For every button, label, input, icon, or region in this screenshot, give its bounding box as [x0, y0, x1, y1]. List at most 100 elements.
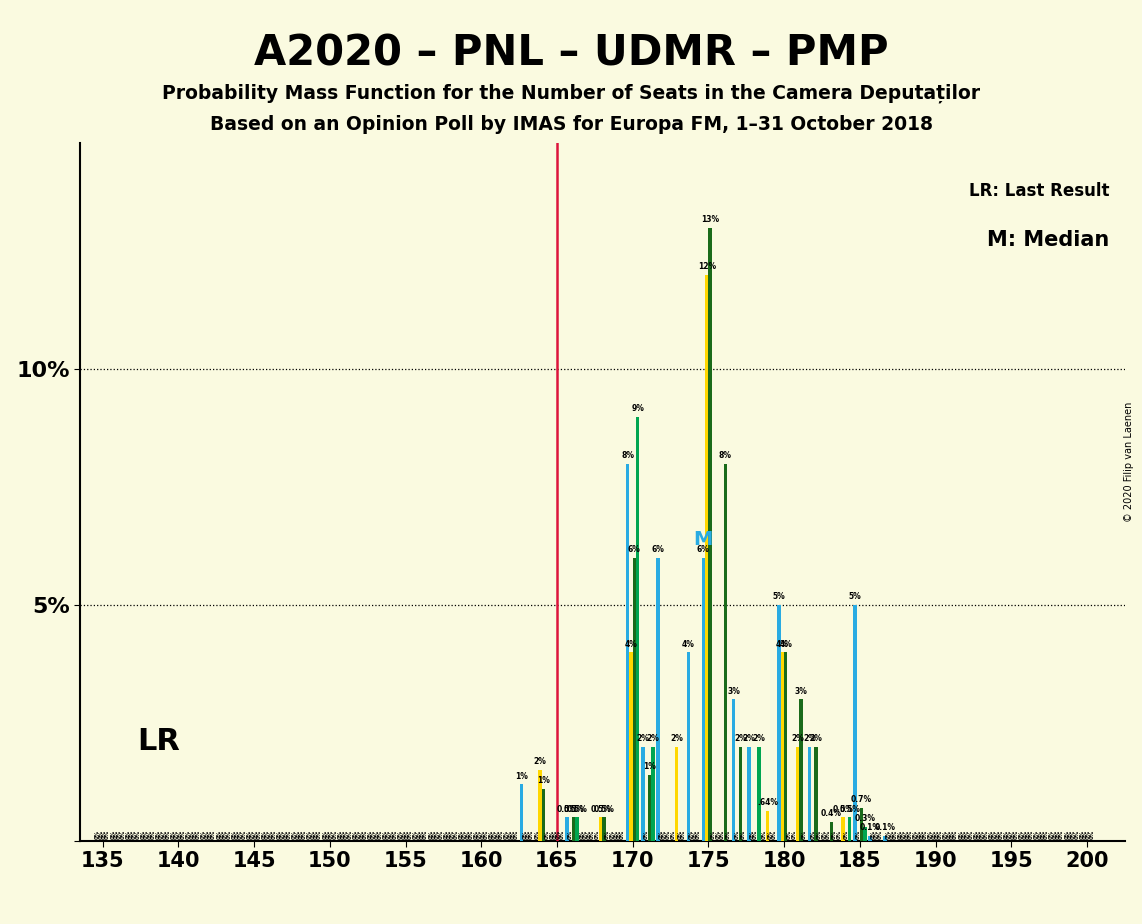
Text: 0%: 0% — [947, 830, 951, 839]
Text: 0%: 0% — [450, 830, 456, 839]
Text: 0%: 0% — [314, 830, 319, 839]
Text: 0%: 0% — [216, 830, 222, 839]
Text: 0%: 0% — [413, 830, 418, 839]
Text: 5%: 5% — [849, 592, 861, 602]
Text: 0%: 0% — [180, 830, 186, 839]
Text: 0%: 0% — [904, 830, 909, 839]
Text: 0%: 0% — [507, 830, 513, 839]
Text: 0%: 0% — [465, 830, 471, 839]
Text: 0%: 0% — [126, 830, 130, 839]
Text: 0%: 0% — [556, 830, 561, 839]
Text: 0%: 0% — [568, 830, 573, 839]
Text: 0%: 0% — [368, 830, 372, 839]
Text: 8%: 8% — [621, 451, 634, 460]
Text: 0%: 0% — [162, 830, 168, 839]
Text: 0.5%: 0.5% — [594, 805, 614, 813]
Text: © 2020 Filip van Laenen: © 2020 Filip van Laenen — [1124, 402, 1134, 522]
Text: 0%: 0% — [276, 830, 282, 839]
Text: 0%: 0% — [772, 830, 777, 839]
Text: 0%: 0% — [1071, 830, 1076, 839]
Text: 0%: 0% — [610, 830, 616, 839]
Text: 0%: 0% — [347, 830, 353, 839]
Text: 0%: 0% — [874, 830, 879, 839]
Text: 0%: 0% — [340, 830, 346, 839]
Text: 0%: 0% — [408, 830, 413, 839]
Text: 6%: 6% — [697, 545, 710, 554]
Text: 0%: 0% — [613, 830, 618, 839]
Text: 0%: 0% — [307, 830, 312, 839]
Text: 0%: 0% — [190, 830, 194, 839]
Text: 0%: 0% — [992, 830, 997, 839]
Bar — [648, 775, 651, 841]
Text: 0%: 0% — [453, 830, 458, 839]
Text: 0%: 0% — [235, 830, 240, 839]
Text: 0%: 0% — [749, 830, 755, 839]
Text: 0%: 0% — [1053, 830, 1057, 839]
Text: 0.5%: 0.5% — [590, 805, 611, 813]
Text: 0%: 0% — [983, 830, 989, 839]
Bar — [576, 817, 579, 841]
Bar — [633, 558, 636, 841]
Text: 0%: 0% — [1068, 830, 1072, 839]
Text: 0%: 0% — [268, 830, 273, 839]
Bar — [853, 605, 856, 841]
Text: 0.1%: 0.1% — [875, 823, 895, 833]
Bar — [757, 747, 761, 841]
Text: 0%: 0% — [204, 830, 209, 839]
Bar — [701, 558, 705, 841]
Text: 0%: 0% — [965, 830, 970, 839]
Text: 0%: 0% — [140, 830, 145, 839]
Text: 0%: 0% — [344, 830, 349, 839]
Text: 2%: 2% — [810, 734, 822, 743]
Text: 0%: 0% — [1089, 830, 1094, 839]
Text: 0%: 0% — [545, 830, 549, 839]
Text: 0%: 0% — [272, 830, 276, 839]
Bar — [781, 652, 785, 841]
Bar — [842, 817, 845, 841]
Text: 0%: 0% — [499, 830, 504, 839]
Text: 0%: 0% — [120, 830, 126, 839]
Text: 0%: 0% — [443, 830, 449, 839]
Text: 0%: 0% — [102, 830, 107, 839]
Text: 0%: 0% — [219, 830, 225, 839]
Text: 0%: 0% — [111, 830, 115, 839]
Text: 3%: 3% — [727, 687, 740, 696]
Text: 0%: 0% — [886, 830, 891, 839]
Text: 0%: 0% — [399, 830, 403, 839]
Text: 0%: 0% — [299, 830, 304, 839]
Text: 6%: 6% — [652, 545, 665, 554]
Text: 0.5%: 0.5% — [556, 805, 578, 813]
Text: 0%: 0% — [734, 830, 740, 839]
Text: 0%: 0% — [837, 830, 842, 839]
Text: 0%: 0% — [1011, 830, 1015, 839]
Bar — [829, 822, 833, 841]
Text: 0%: 0% — [317, 830, 322, 839]
Text: 0%: 0% — [605, 830, 610, 839]
Text: 0%: 0% — [791, 830, 797, 839]
Text: 0%: 0% — [898, 830, 903, 839]
Text: 0%: 0% — [296, 830, 300, 839]
Text: 2%: 2% — [646, 734, 659, 743]
Text: 0%: 0% — [1049, 830, 1054, 839]
Bar — [807, 747, 811, 841]
Text: 3%: 3% — [795, 687, 807, 696]
Bar — [747, 747, 750, 841]
Text: 0%: 0% — [1007, 830, 1012, 839]
Text: 0%: 0% — [580, 830, 585, 839]
Text: 0.5%: 0.5% — [833, 805, 853, 813]
Text: 0%: 0% — [1029, 830, 1034, 839]
Text: 0.3%: 0.3% — [854, 814, 876, 823]
Text: 0%: 0% — [193, 830, 198, 839]
Text: 0%: 0% — [401, 830, 407, 839]
Text: 0%: 0% — [504, 830, 509, 839]
Text: 0%: 0% — [375, 830, 379, 839]
Text: 0%: 0% — [923, 830, 928, 839]
Bar — [541, 789, 545, 841]
Text: 0%: 0% — [1083, 830, 1088, 839]
Text: 0%: 0% — [833, 830, 837, 839]
Text: 0%: 0% — [692, 830, 698, 839]
Text: 0%: 0% — [186, 830, 191, 839]
Text: 2%: 2% — [803, 734, 815, 743]
Text: 0%: 0% — [484, 830, 489, 839]
Text: 0%: 0% — [301, 830, 307, 839]
